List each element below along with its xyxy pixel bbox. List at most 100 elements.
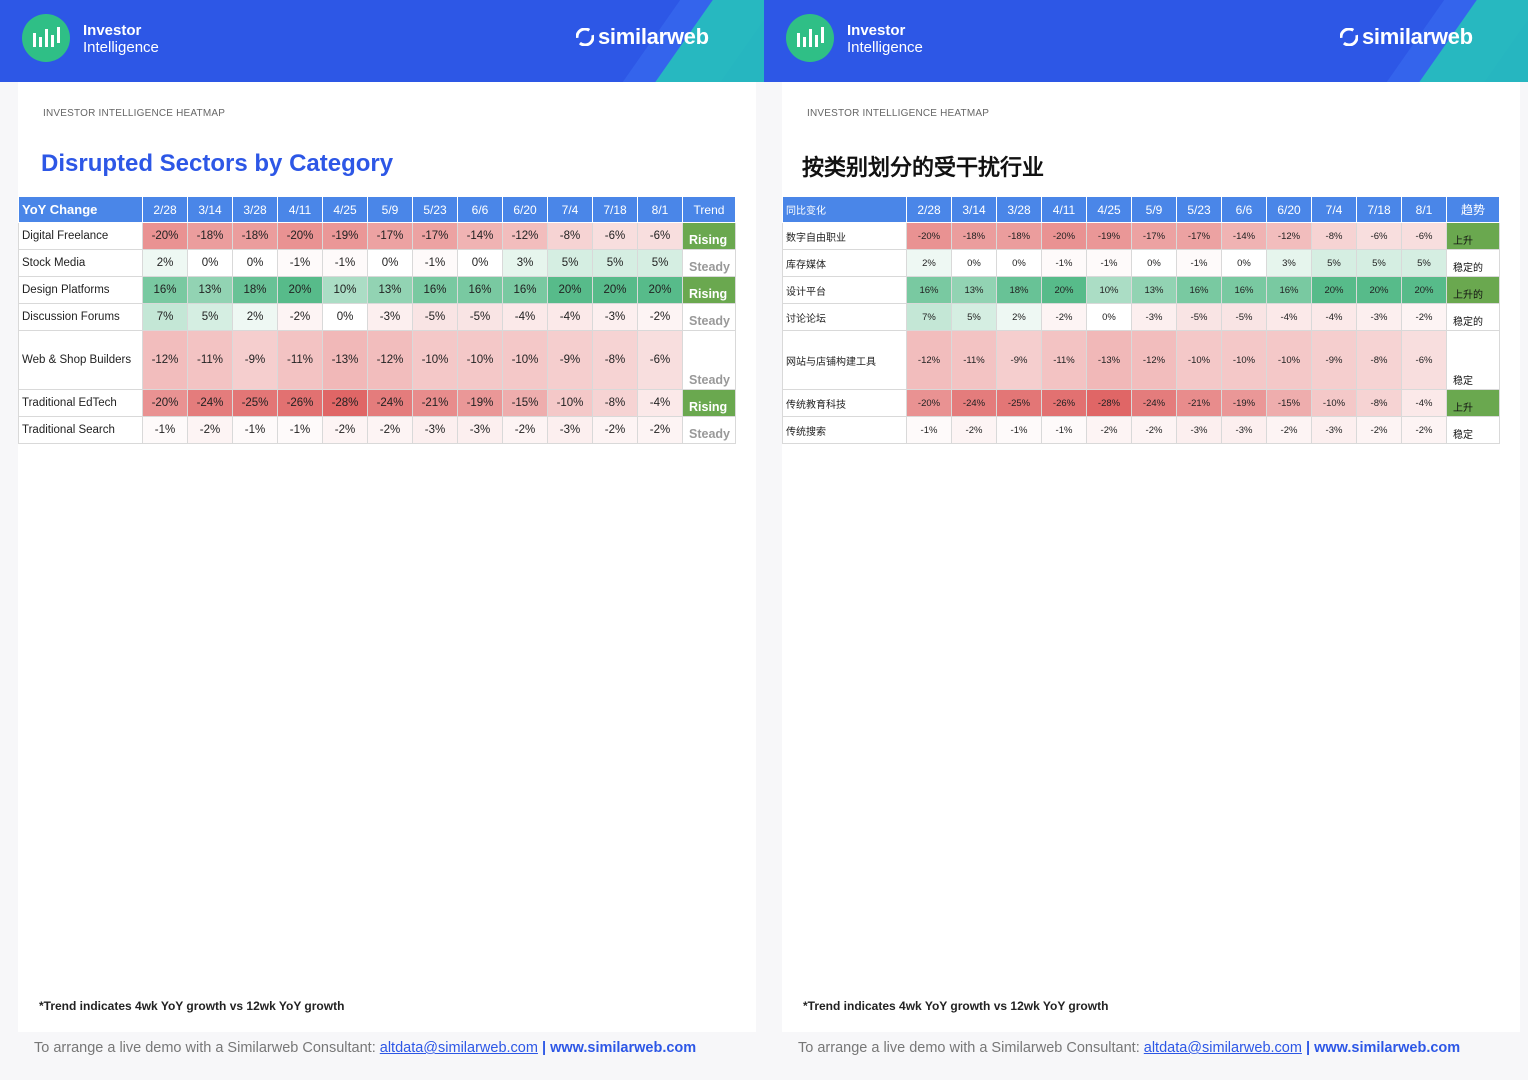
- email-link[interactable]: altdata@similarweb.com: [1143, 1040, 1302, 1056]
- email-link[interactable]: altdata@similarweb.com: [379, 1040, 538, 1056]
- heatmap-cell: 5%: [187, 303, 233, 331]
- column-header-date: 4/11: [1041, 196, 1087, 223]
- heatmap-cell: -9%: [1311, 330, 1357, 390]
- heatmap-cell: -25%: [996, 389, 1042, 417]
- heatmap-cell: -3%: [1311, 416, 1357, 444]
- heatmap-cell: 13%: [1131, 276, 1177, 304]
- heatmap-cell: 0%: [951, 249, 997, 277]
- heatmap-cell: -8%: [592, 389, 638, 417]
- heatmap-cell: -19%: [1221, 389, 1267, 417]
- column-header-date: 8/1: [1401, 196, 1447, 223]
- heatmap-cell: -8%: [1356, 389, 1402, 417]
- heatmap-cell: -10%: [547, 389, 593, 417]
- heatmap-cell: -2%: [367, 416, 413, 444]
- report-subtitle: INVESTOR INTELLIGENCE HEATMAP: [43, 108, 226, 119]
- heatmap-cell: -1%: [1041, 249, 1087, 277]
- heatmap-cell: 10%: [1086, 276, 1132, 304]
- heatmap-cell: 0%: [1086, 303, 1132, 331]
- heatmap-cell: 16%: [1176, 276, 1222, 304]
- table-row: Stock Media 2% 0% 0% -1% -1% 0% -1% 0% 3% 5% 5% 5% St…: [18, 249, 736, 277]
- heatmap-cell: -1%: [996, 416, 1042, 444]
- page-title: 按类别划分的受干扰行业: [802, 155, 1045, 180]
- trend-badge: 上升的: [1446, 276, 1500, 304]
- heatmap-cell: -12%: [502, 222, 548, 250]
- heatmap-cell: -18%: [232, 222, 278, 250]
- heatmap-cell: -14%: [457, 222, 503, 250]
- heatmap-cell: 2%: [232, 303, 278, 331]
- trend-badge: Steady: [682, 303, 736, 331]
- heatmap-cell: 5%: [547, 249, 593, 277]
- heatmap-cell: 5%: [1401, 249, 1447, 277]
- heatmap-cell: 16%: [906, 276, 952, 304]
- heatmap-cell: 0%: [1221, 249, 1267, 277]
- heatmap-cell: -19%: [322, 222, 368, 250]
- column-header-date: 6/6: [457, 196, 503, 223]
- column-header-date: 7/18: [592, 196, 638, 223]
- heatmap-cell: 2%: [142, 249, 188, 277]
- column-header-date: 2/28: [906, 196, 952, 223]
- heatmap-cell: 0%: [322, 303, 368, 331]
- trend-badge: Steady: [682, 249, 736, 277]
- trend-badge: Rising: [682, 276, 736, 304]
- table-row: Discussion Forums 7% 5% 2% -2% 0% -3% -5% -5% -4%…: [18, 303, 736, 331]
- heatmap-cell: -12%: [367, 330, 413, 390]
- heatmap-cell: 20%: [1041, 276, 1087, 304]
- website-link[interactable]: www.similarweb.com: [550, 1040, 697, 1056]
- heatmap-cell: 20%: [637, 276, 683, 304]
- heatmap-cell: -21%: [412, 389, 458, 417]
- heatmap-cell: 13%: [187, 276, 233, 304]
- brand-line1: Investor: [847, 22, 906, 39]
- table-row: 网站与店铺构建工具 -12% -11% -9% -11% -13% -12% -10% -10%…: [782, 330, 1500, 390]
- heatmap-cell: 13%: [367, 276, 413, 304]
- column-header-date: 5/9: [1131, 196, 1177, 223]
- heatmap-cell: 5%: [592, 249, 638, 277]
- column-header-date: 7/18: [1356, 196, 1402, 223]
- heatmap-cell: -3%: [547, 416, 593, 444]
- heatmap-cell: -20%: [142, 389, 188, 417]
- heatmap-cell: -17%: [1131, 222, 1177, 250]
- column-header-date: 5/23: [1176, 196, 1222, 223]
- column-header-date: 7/4: [1311, 196, 1357, 223]
- sector-label: 库存媒体: [782, 249, 907, 277]
- heatmap-cell: -2%: [1401, 416, 1447, 444]
- heatmap-cell: 5%: [637, 249, 683, 277]
- heatmap-cell: -13%: [322, 330, 368, 390]
- footer-separator: |: [541, 1040, 547, 1056]
- heatmap-cell: -24%: [187, 389, 233, 417]
- heatmap-cell: -12%: [906, 330, 952, 390]
- column-header-date: 2/28: [142, 196, 188, 223]
- heatmap-cell: 20%: [1311, 276, 1357, 304]
- heatmap-cell: 5%: [951, 303, 997, 331]
- footnote: *Trend indicates 4wk YoY growth vs 12wk …: [803, 999, 1109, 1013]
- heatmap-cell: 0%: [996, 249, 1042, 277]
- heatmap-cell: -10%: [1311, 389, 1357, 417]
- heatmap-cell: -2%: [277, 303, 323, 331]
- table-row: 讨论论坛 7% 5% 2% -2% 0% -3% -5% -5% -4% -4% -3% -2% 稳定的: [782, 303, 1500, 331]
- website-link[interactable]: www.similarweb.com: [1314, 1040, 1461, 1056]
- heatmap-cell: -20%: [142, 222, 188, 250]
- page-footer: To arrange a live demo with a Similarweb…: [34, 1040, 696, 1056]
- heatmap-cell: -4%: [1311, 303, 1357, 331]
- page-header: Investor Intelligence similarweb: [0, 0, 764, 82]
- heatmap-cell: 16%: [142, 276, 188, 304]
- heatmap-cell: 16%: [412, 276, 458, 304]
- heatmap-cell: -20%: [277, 222, 323, 250]
- column-header-date: 4/25: [322, 196, 368, 223]
- heatmap-table: YoY Change 2/28 3/14 3/28 4/11 4/25 5/9 5/23 6/6…: [18, 196, 736, 444]
- column-header-trend: 趋势: [1446, 196, 1500, 223]
- table-row: 设计平台 16% 13% 18% 20% 10% 13% 16% 16% 16% 20% 20% 20%…: [782, 276, 1500, 304]
- column-header-date: 6/6: [1221, 196, 1267, 223]
- heatmap-cell: -2%: [1356, 416, 1402, 444]
- column-header-date: 5/23: [412, 196, 458, 223]
- heatmap-cell: -12%: [1266, 222, 1312, 250]
- trend-badge: Steady: [682, 416, 736, 444]
- heatmap-cell: -4%: [547, 303, 593, 331]
- heatmap-cell: 0%: [232, 249, 278, 277]
- similarweb-wordmark: similarweb: [1362, 24, 1473, 49]
- heatmap-cell: -28%: [1086, 389, 1132, 417]
- heatmap-cell: -2%: [187, 416, 233, 444]
- heatmap-cell: -12%: [142, 330, 188, 390]
- investor-intelligence-logo-icon: [22, 14, 70, 62]
- column-header-date: 3/14: [951, 196, 997, 223]
- column-header-date: 4/11: [277, 196, 323, 223]
